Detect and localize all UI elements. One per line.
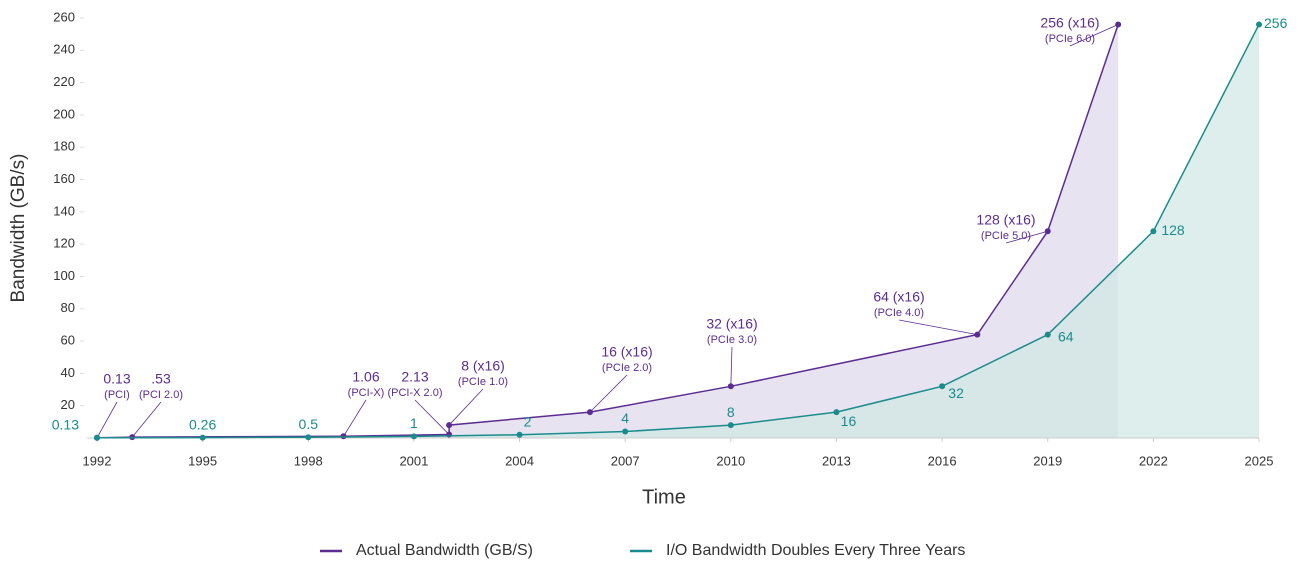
y-tick-label: 60: [61, 333, 75, 348]
data-sublabel: (PCIe 5.0): [981, 230, 1031, 242]
data-label: 16 (x16): [601, 344, 652, 360]
data-label: 0.5: [299, 416, 319, 432]
leader-line: [96, 401, 118, 438]
data-sublabel: (PCI): [104, 389, 130, 401]
leader-line: [1005, 230, 1048, 244]
point: [939, 383, 946, 390]
leader-line: [131, 401, 162, 438]
y-tick-label: 180: [53, 139, 75, 154]
point: [94, 434, 100, 441]
legend-label: Actual Bandwidth (GB/S): [356, 542, 533, 559]
legend-label: I/O Bandwidth Doubles Every Three Years: [666, 542, 965, 559]
x-tick-label: 2010: [716, 453, 745, 468]
data-sublabel: (PCIe 2.0): [602, 362, 652, 374]
x-tick-label: 2022: [1139, 453, 1168, 468]
data-sublabel: (PCI 2.0): [139, 389, 183, 401]
x-tick-label: 2001: [399, 453, 428, 468]
y-tick-label: 140: [53, 203, 75, 218]
y-tick-label: 160: [53, 171, 75, 186]
leader-line: [898, 319, 978, 336]
point: [1044, 331, 1051, 338]
x-tick-label: 2007: [611, 453, 640, 468]
y-tick-label: 220: [53, 74, 75, 89]
x-tick-label: 1998: [294, 453, 323, 468]
data-label: 64 (x16): [873, 289, 924, 305]
data-label: 128: [1161, 222, 1185, 238]
point: [305, 434, 312, 441]
x-tick-label: 1992: [83, 453, 112, 468]
data-label: 8 (x16): [461, 358, 505, 374]
data-sublabel: (PCI-X): [348, 387, 385, 399]
leader-line: [448, 388, 484, 426]
leader-line: [343, 399, 367, 437]
y-tick-label: 100: [53, 268, 75, 283]
data-label: 0.13: [52, 416, 79, 432]
leader-line: [414, 399, 450, 435]
y-tick-label: 120: [53, 236, 75, 251]
data-sublabel: (PCIe 6.0): [1045, 33, 1095, 45]
leader-line: [589, 374, 628, 413]
x-axis-title: Time: [642, 486, 686, 508]
line: [96, 24, 1260, 439]
data-label: 256 (x16): [1040, 15, 1099, 31]
data-label: 1.06: [352, 369, 379, 385]
data-label: 2.13: [401, 369, 428, 385]
point: [410, 433, 417, 440]
point: [516, 431, 523, 438]
data-label: 0.26: [189, 416, 216, 432]
y-axis-title: Bandwidth (GB/s): [8, 154, 29, 303]
data-label: .53: [151, 371, 171, 387]
x-tick-label: 1995: [188, 453, 217, 468]
leader-line: [1069, 24, 1119, 47]
data-label: 0.13: [103, 371, 130, 387]
x-tick-label: 2013: [822, 453, 851, 468]
x-tick-label: 2025: [1245, 453, 1274, 468]
data-label: 128 (x16): [976, 212, 1035, 228]
data-sublabel: (PCIe 4.0): [874, 307, 924, 319]
leader-line: [730, 346, 733, 387]
data-sublabel: (PCIe 3.0): [707, 334, 757, 346]
data-label: 4: [621, 410, 629, 426]
point: [1150, 228, 1157, 235]
data-sublabel: (PCIe 1.0): [458, 376, 508, 388]
data-label: 256: [1264, 15, 1288, 31]
data-label: 32 (x16): [706, 316, 757, 332]
data-label: 64: [1058, 328, 1074, 344]
y-tick-label: 80: [61, 300, 75, 315]
x-tick-label: 2016: [928, 453, 957, 468]
x-tick-label: 2019: [1033, 453, 1062, 468]
y-tick-label: 260: [53, 9, 75, 24]
x-tick-label: 2004: [505, 453, 534, 468]
point: [622, 428, 629, 435]
area: [97, 24, 1259, 438]
data-sublabel: (PCI-X 2.0): [387, 387, 442, 399]
point: [199, 434, 206, 441]
data-label: 1: [410, 415, 418, 431]
data-label: 8: [727, 404, 735, 420]
data-label: 16: [841, 413, 857, 429]
data-label: 32: [948, 385, 964, 401]
y-tick-label: 20: [61, 397, 75, 412]
point: [833, 409, 840, 416]
y-tick-label: 240: [53, 42, 75, 57]
y-tick-label: 40: [61, 365, 75, 380]
point: [727, 422, 734, 429]
point: [1256, 21, 1262, 28]
y-tick-label: 200: [53, 106, 75, 121]
data-label: 2: [524, 413, 532, 429]
